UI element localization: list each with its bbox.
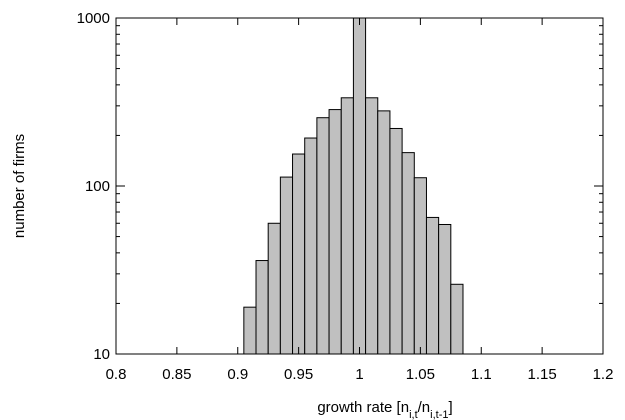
x-tick-label: 1.05: [406, 366, 435, 383]
x-axis-label-sub1: i,t: [409, 409, 418, 420]
histogram-bar: [389, 127, 403, 355]
histogram-bar: [425, 216, 440, 355]
histogram-bar: [267, 222, 281, 355]
x-tick-label: 0.85: [162, 366, 191, 383]
y-tick-label: 1000: [77, 10, 110, 27]
histogram-bar: [255, 260, 269, 355]
histogram-bar: [292, 153, 306, 355]
x-tick-label: 0.95: [284, 366, 313, 383]
histogram-bar: [279, 176, 294, 355]
x-tick-label: 0.9: [227, 366, 248, 383]
histogram-bar: [413, 177, 427, 355]
x-axis-label: growth rate [ni,t/ni,t-1]: [317, 399, 452, 420]
bars-group: [243, 17, 464, 355]
plot-frame: [115, 17, 604, 355]
x-tick-label: 0.8: [106, 366, 127, 383]
histogram-bar: [401, 152, 415, 355]
x-axis-label-end: ]: [448, 399, 452, 416]
histogram-bar: [328, 109, 342, 355]
x-axis-label-text: growth rate [n: [317, 399, 409, 416]
histogram-bar: [377, 110, 391, 355]
histogram-bar: [243, 306, 257, 355]
x-axis-label-sub2: i,t-1: [430, 409, 448, 420]
histogram-bar: [450, 283, 464, 355]
y-axis-label: number of firms: [11, 134, 28, 238]
y-tick-label: 10: [93, 346, 110, 363]
x-tick-label: 1: [355, 366, 363, 383]
histogram-bar: [340, 97, 354, 355]
x-tick-label: 1.15: [528, 366, 557, 383]
histogram-bar: [352, 17, 367, 355]
histogram-bar: [438, 223, 452, 355]
x-tick-label: 1.2: [593, 366, 614, 383]
histogram-bar: [316, 117, 330, 355]
histogram-bar: [304, 137, 318, 355]
y-tick-label: 100: [85, 178, 110, 195]
x-tick-label: 1.1: [471, 366, 492, 383]
histogram-bar: [365, 97, 379, 355]
ticks-group: 0.8 0.85 0.9 0.95 1 1.05 1.1 1.15 1.2 10 100 1000: [77, 10, 614, 383]
x-axis-label-mid: /n: [418, 399, 431, 416]
